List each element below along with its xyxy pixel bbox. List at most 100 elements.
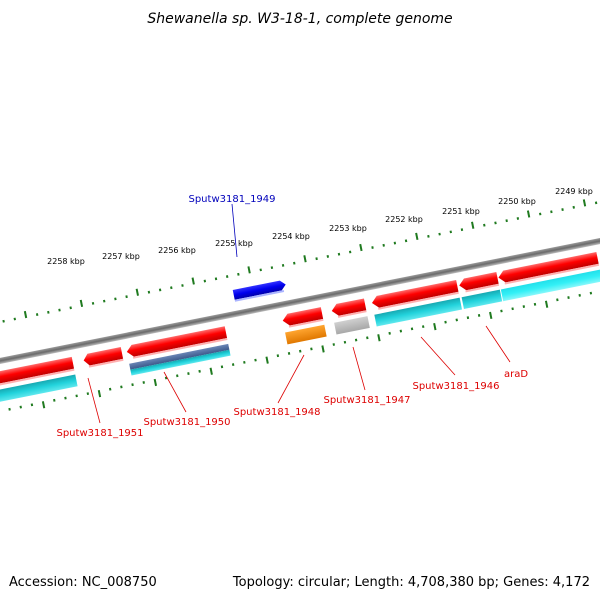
ruler-minor-tick	[53, 398, 56, 402]
ruler-minor-tick	[556, 298, 559, 302]
ruler-minor-tick	[516, 217, 520, 220]
ruler-major-tick	[544, 300, 549, 308]
ruler-minor-tick	[158, 288, 162, 292]
ruler-major-tick	[415, 232, 419, 241]
gene-row-reverse	[0, 252, 600, 388]
ruler-minor-tick	[522, 305, 526, 308]
ruler-label: 2255 kbp	[215, 239, 253, 248]
ruler-major-tick	[359, 243, 363, 252]
ruler-major-tick	[97, 389, 102, 398]
ruler-minor-tick	[176, 374, 179, 378]
ruler-minor-tick	[125, 295, 128, 299]
gene-red-3-sputw3181-1950[interactable]	[126, 326, 228, 360]
ruler-label: 2250 kbp	[498, 197, 536, 206]
accession-text: Accession: NC_008750	[9, 575, 157, 590]
cds-grey-sputw3181-1947[interactable]	[334, 316, 370, 335]
ruler-minor-tick	[147, 290, 151, 294]
ruler-minor-tick	[287, 352, 291, 355]
gene-red-6-sputw3181-1946[interactable]	[371, 280, 459, 311]
ruler-minor-tick	[35, 313, 39, 316]
gene-red-2[interactable]	[82, 347, 124, 368]
cds-cyan-sputw3181-1946[interactable]	[374, 297, 462, 327]
leader-line	[87, 377, 101, 424]
ruler-minor-tick	[259, 268, 262, 272]
ruler-minor-tick	[533, 302, 537, 306]
ruler-minor-tick	[281, 263, 285, 267]
gene-label-sputw3181-1948[interactable]: Sputw3181_1948	[233, 407, 320, 418]
cds-cyan-arad[interactable]	[461, 289, 503, 310]
ruler-major-tick	[433, 322, 437, 331]
ruler-minor-tick	[103, 299, 106, 303]
ruler-minor-tick	[404, 239, 408, 243]
gene-red-4-sputw3181-1948[interactable]	[282, 307, 324, 329]
ruler-major-tick	[79, 299, 84, 308]
ruler-label: 2258 kbp	[47, 257, 85, 266]
leader-line	[485, 325, 511, 363]
ruler-minor-tick	[225, 275, 229, 278]
ruler-minor-tick	[69, 306, 72, 310]
ruler-minor-tick	[538, 212, 542, 216]
gene-label-sputw3181-1951[interactable]: Sputw3181_1951	[56, 428, 143, 439]
ruler-minor-tick	[332, 343, 335, 346]
ruler-minor-tick	[237, 272, 240, 276]
leader-line	[352, 346, 366, 391]
gene-label-sputw3181-1949[interactable]: Sputw3181_1949	[188, 194, 275, 205]
gene-label-sputw3181-1950[interactable]: Sputw3181_1950	[143, 417, 230, 428]
ruler-minor-tick	[572, 205, 575, 209]
ruler-minor-tick	[170, 286, 173, 290]
ruler-minor-tick	[220, 365, 224, 369]
ruler-label: 2253 kbp	[329, 224, 367, 233]
ruler-minor-tick	[589, 291, 593, 295]
ruler-major-tick	[526, 210, 531, 218]
ruler-major-tick	[303, 255, 307, 263]
ruler-minor-tick	[120, 385, 123, 389]
gene-label-sputw3181-1947[interactable]: Sputw3181_1947	[323, 395, 410, 406]
gene-label-sputw3181-1946[interactable]: Sputw3181_1946	[412, 381, 499, 392]
ruler-minor-tick	[449, 230, 453, 234]
ruler-minor-tick	[19, 405, 22, 409]
gene-label-arad[interactable]: araD	[504, 369, 528, 380]
leader-line	[231, 203, 238, 258]
ruler-minor-tick	[466, 316, 470, 320]
ruler-minor-tick	[421, 325, 425, 329]
cds-row	[0, 269, 600, 403]
gene-sputw3181-1949[interactable]	[232, 280, 287, 302]
ruler-minor-tick	[181, 284, 184, 287]
leader-line	[163, 371, 187, 413]
ruler-minor-tick	[561, 208, 564, 211]
ruler-minor-tick	[550, 210, 553, 214]
cds-cyan-light[interactable]	[500, 269, 600, 302]
ruler-minor-tick	[410, 327, 414, 331]
ruler-minor-tick	[293, 261, 296, 265]
ruler-minor-tick	[455, 318, 458, 322]
ruler-minor-tick	[13, 317, 17, 321]
ruler-minor-tick	[500, 309, 503, 313]
ruler-minor-tick	[337, 252, 341, 256]
ruler-label: 2254 kbp	[272, 232, 310, 241]
ruler-minor-tick	[86, 392, 90, 396]
ruler-minor-tick	[343, 340, 347, 344]
leader-line	[420, 336, 456, 376]
cds-steel-sputw3181-1950[interactable]	[129, 343, 231, 376]
ruler-minor-tick	[214, 277, 218, 281]
gene-red-8[interactable]	[497, 252, 600, 286]
ruler-major-tick	[191, 277, 195, 285]
ruler-minor-tick	[388, 331, 391, 335]
ruler-label: 2251 kbp	[442, 207, 480, 216]
ruler-minor-tick	[64, 396, 67, 400]
gene-red-1[interactable]	[0, 356, 75, 388]
ruler-minor-tick	[511, 307, 514, 311]
genome-track	[0, 199, 600, 411]
ruler-minor-tick	[427, 234, 430, 238]
ruler-minor-tick	[30, 403, 34, 407]
ruler-minor-tick	[91, 301, 95, 305]
cds-orange-sputw3181-1948[interactable]	[285, 324, 327, 345]
gene-red-5-sputw3181-1947[interactable]	[331, 298, 367, 318]
ruler-minor-tick	[326, 255, 330, 258]
ruler-minor-tick	[594, 201, 598, 205]
ruler-minor-tick	[231, 363, 235, 367]
ruler-major-tick	[377, 334, 381, 342]
cds-cyan-1[interactable]	[0, 374, 78, 403]
gene-red-7-arad[interactable]	[458, 271, 500, 293]
